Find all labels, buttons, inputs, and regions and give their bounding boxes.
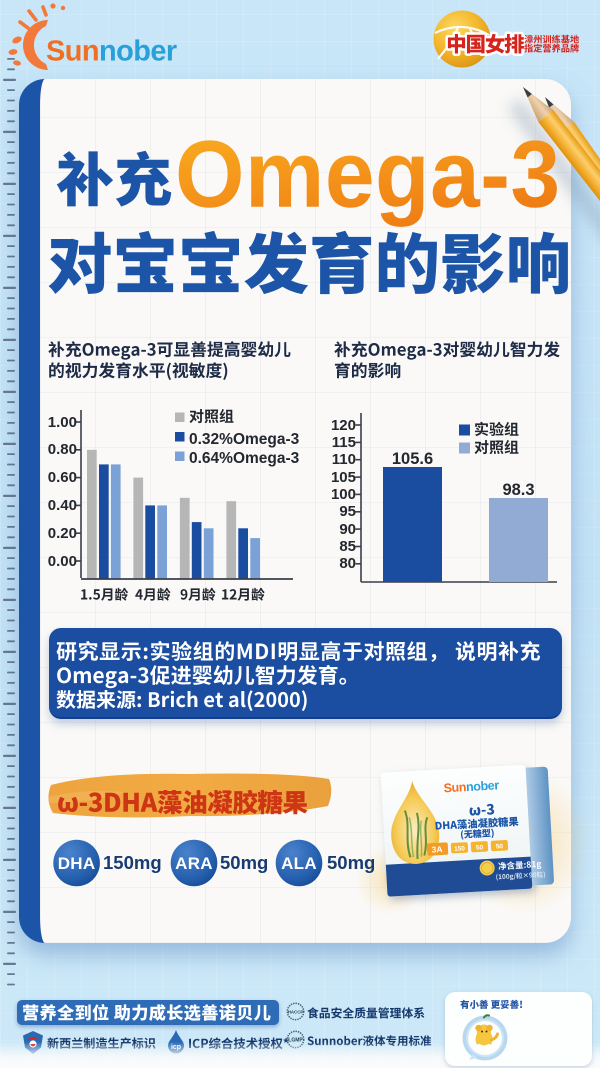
svg-text:50: 50	[496, 843, 504, 850]
svg-text:3A: 3A	[431, 844, 442, 855]
svg-text:50: 50	[476, 844, 484, 851]
svg-text:150: 150	[454, 845, 466, 853]
svg-text:LGMP: LGMP	[288, 1037, 303, 1043]
svg-text:HACCP: HACCP	[288, 1009, 304, 1014]
